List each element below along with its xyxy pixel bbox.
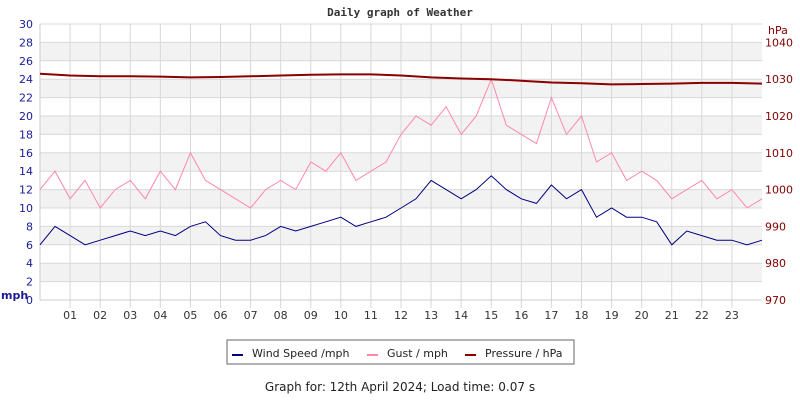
series-line-1 — [39, 77, 763, 209]
y-right-tick-label: 1020 — [765, 110, 793, 123]
y-left-tick-label: 4 — [26, 257, 33, 270]
x-tick-label: 09 — [304, 309, 318, 322]
y-left-tick-label: 2 — [26, 276, 33, 289]
legend-label: Gust / mph — [387, 347, 448, 360]
x-tick-label: 05 — [183, 309, 197, 322]
x-tick-label: 14 — [454, 309, 468, 322]
x-tick-label: 23 — [725, 309, 739, 322]
x-tick-label: 22 — [695, 309, 709, 322]
x-tick-label: 17 — [544, 309, 558, 322]
x-tick-label: 18 — [575, 309, 589, 322]
y-left-tick-label: 20 — [19, 110, 33, 123]
y-right-tick-label: 1000 — [765, 184, 793, 197]
y-right-tick-label: 1040 — [765, 36, 793, 49]
x-tick-label: 10 — [334, 309, 348, 322]
y-right-tick-label: 1030 — [765, 73, 793, 86]
y-left-tick-label: 28 — [19, 36, 33, 49]
x-tick-label: 02 — [93, 309, 107, 322]
x-tick-label: 21 — [665, 309, 679, 322]
y-left-tick-label: 14 — [19, 165, 33, 178]
y-left-tick-label: 24 — [19, 73, 33, 86]
series-line-2 — [39, 72, 763, 86]
y-left-tick-label: 8 — [26, 220, 33, 233]
y-left-tick-label: 10 — [19, 202, 33, 215]
y-left-tick-label: 6 — [26, 239, 33, 252]
legend: Wind Speed /mph Gust / mph Pressure / hPa — [226, 339, 575, 365]
y-left-label: mph — [1, 289, 28, 302]
x-tick-label: 07 — [244, 309, 258, 322]
legend-label: Wind Speed /mph — [252, 347, 350, 360]
y-right-tick-label: 970 — [765, 294, 786, 307]
footer-status: Graph for: 12th April 2024; Load time: 0… — [264, 380, 536, 394]
weather-chart: Daily graph of Weather 02468101214161820… — [1, 6, 793, 365]
x-tick-label: 20 — [635, 309, 649, 322]
y-right-label: hPa — [768, 24, 788, 37]
x-tick-label: 19 — [605, 309, 619, 322]
y-right-tick-label: 990 — [765, 220, 786, 233]
y-left-tick-label: 30 — [19, 18, 33, 31]
x-tick-label: 11 — [364, 309, 378, 322]
x-tick-label: 13 — [424, 309, 438, 322]
y-left-tick-label: 12 — [19, 184, 33, 197]
chart-title: Daily graph of Weather — [327, 6, 473, 19]
y-left-tick-label: 18 — [19, 128, 33, 141]
x-tick-label: 12 — [394, 309, 408, 322]
y-left-tick-label: 22 — [19, 92, 33, 105]
series-line-0 — [39, 175, 763, 246]
y-left-tick-label: 0 — [26, 294, 33, 307]
y-left-tick-label: 16 — [19, 147, 33, 160]
x-tick-label: 04 — [153, 309, 167, 322]
y-right-tick-label: 980 — [765, 257, 786, 270]
x-tick-label: 15 — [484, 309, 498, 322]
x-tick-label: 08 — [274, 309, 288, 322]
x-tick-label: 01 — [63, 309, 77, 322]
y-left-tick-label: 26 — [19, 55, 33, 68]
x-tick-label: 06 — [214, 309, 228, 322]
x-tick-label: 16 — [514, 309, 528, 322]
y-right-tick-label: 1010 — [765, 147, 793, 160]
x-tick-label: 03 — [123, 309, 137, 322]
legend-label: Pressure / hPa — [485, 347, 563, 360]
